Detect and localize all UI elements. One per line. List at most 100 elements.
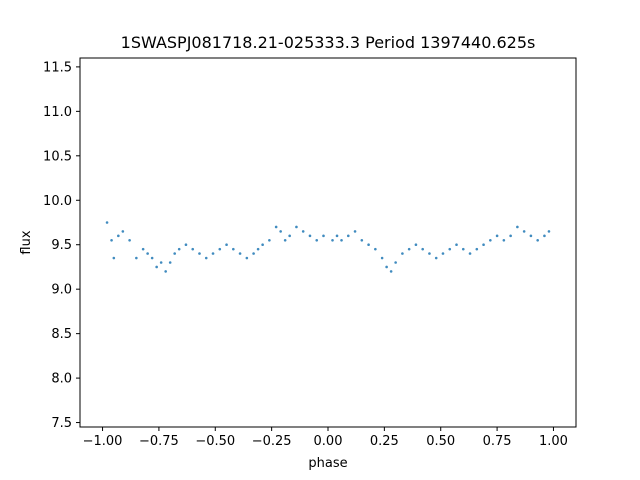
chart-title: 1SWASPJ081718.21-025333.3 Period 1397440… bbox=[121, 33, 536, 52]
x-tick-label: 0.50 bbox=[426, 434, 455, 449]
data-point bbox=[529, 234, 533, 238]
x-tick-label: −0.25 bbox=[252, 434, 292, 449]
data-point bbox=[536, 238, 539, 242]
data-point bbox=[389, 270, 393, 273]
data-point bbox=[301, 230, 305, 233]
data-point bbox=[522, 230, 526, 233]
data-point bbox=[385, 265, 388, 269]
data-point bbox=[401, 252, 404, 255]
x-tick-label: −0.75 bbox=[139, 434, 179, 449]
data-point bbox=[346, 234, 350, 238]
data-point bbox=[184, 243, 188, 247]
data-point bbox=[455, 243, 458, 247]
x-tick-label: 1.00 bbox=[539, 434, 568, 449]
points-layer bbox=[105, 221, 551, 273]
data-point bbox=[105, 221, 109, 224]
data-point bbox=[509, 234, 512, 238]
data-point bbox=[155, 265, 158, 269]
y-axis: 7.5 8.0 8.5 9.0 9.5 10.0 10.5 11.0 11.5 bbox=[43, 60, 80, 431]
data-point bbox=[268, 238, 271, 242]
data-point bbox=[198, 252, 201, 255]
data-point bbox=[177, 247, 181, 251]
data-point bbox=[164, 270, 167, 273]
data-point bbox=[146, 252, 149, 255]
data-point bbox=[308, 234, 312, 238]
data-point bbox=[110, 238, 113, 242]
y-tick-label: 8.0 bbox=[51, 372, 72, 387]
data-point bbox=[441, 252, 445, 255]
data-point bbox=[295, 225, 298, 229]
data-point bbox=[461, 247, 465, 251]
data-point bbox=[547, 230, 551, 233]
data-point bbox=[434, 256, 438, 260]
data-point bbox=[331, 238, 334, 242]
data-point bbox=[543, 234, 546, 238]
data-point bbox=[288, 234, 291, 238]
data-point bbox=[448, 247, 452, 251]
data-point bbox=[245, 256, 249, 260]
data-point bbox=[168, 261, 172, 264]
data-point bbox=[112, 256, 116, 260]
data-point bbox=[475, 247, 479, 251]
data-point bbox=[315, 238, 319, 242]
data-point bbox=[238, 252, 242, 255]
data-point bbox=[225, 243, 228, 247]
data-point bbox=[394, 261, 397, 264]
data-point bbox=[204, 256, 208, 260]
data-point bbox=[135, 256, 138, 260]
data-point bbox=[322, 234, 325, 238]
data-point bbox=[191, 247, 195, 251]
data-point bbox=[335, 234, 339, 238]
data-point bbox=[407, 247, 411, 251]
data-point bbox=[367, 243, 370, 247]
data-point bbox=[128, 238, 131, 242]
data-point bbox=[482, 243, 485, 247]
data-point bbox=[117, 234, 120, 238]
data-point bbox=[256, 247, 260, 251]
data-point bbox=[428, 252, 431, 255]
x-axis-label: phase bbox=[308, 456, 347, 471]
data-point bbox=[468, 252, 472, 255]
data-point bbox=[211, 252, 215, 255]
data-point bbox=[252, 252, 255, 255]
x-tick-label: −1.00 bbox=[83, 434, 123, 449]
data-point bbox=[502, 238, 506, 242]
data-point bbox=[489, 238, 492, 242]
data-point bbox=[380, 256, 384, 260]
data-point bbox=[516, 225, 519, 229]
x-axis: −1.00 −0.75 −0.50 −0.25 0.00 0.25 0.50 0.75 1.00 bbox=[83, 427, 568, 449]
data-point bbox=[218, 247, 222, 251]
y-tick-label: 9.0 bbox=[51, 283, 72, 298]
y-tick-label: 10.0 bbox=[43, 194, 72, 209]
x-tick-label: −0.50 bbox=[195, 434, 235, 449]
data-point bbox=[360, 238, 364, 242]
x-tick-label: 0.00 bbox=[314, 434, 343, 449]
data-point bbox=[261, 243, 264, 247]
y-tick-label: 11.0 bbox=[43, 105, 72, 120]
data-point bbox=[495, 234, 499, 238]
y-axis-label: flux bbox=[19, 230, 34, 254]
y-tick-label: 10.5 bbox=[43, 149, 72, 164]
data-point bbox=[279, 230, 282, 233]
y-tick-label: 7.5 bbox=[51, 416, 72, 431]
x-tick-label: 0.75 bbox=[483, 434, 512, 449]
data-point bbox=[232, 247, 235, 251]
data-point bbox=[340, 238, 343, 242]
data-point bbox=[353, 230, 357, 233]
data-point bbox=[421, 247, 424, 251]
data-point bbox=[274, 225, 278, 229]
data-point bbox=[173, 252, 176, 255]
data-point bbox=[414, 243, 418, 247]
data-point bbox=[374, 247, 377, 251]
x-tick-label: 0.25 bbox=[370, 434, 399, 449]
y-tick-label: 11.5 bbox=[43, 60, 72, 75]
y-tick-label: 8.5 bbox=[51, 327, 72, 342]
data-point bbox=[141, 247, 145, 251]
y-tick-label: 9.5 bbox=[51, 238, 72, 253]
data-point bbox=[283, 238, 287, 242]
data-point bbox=[121, 230, 125, 233]
data-point bbox=[150, 256, 154, 260]
